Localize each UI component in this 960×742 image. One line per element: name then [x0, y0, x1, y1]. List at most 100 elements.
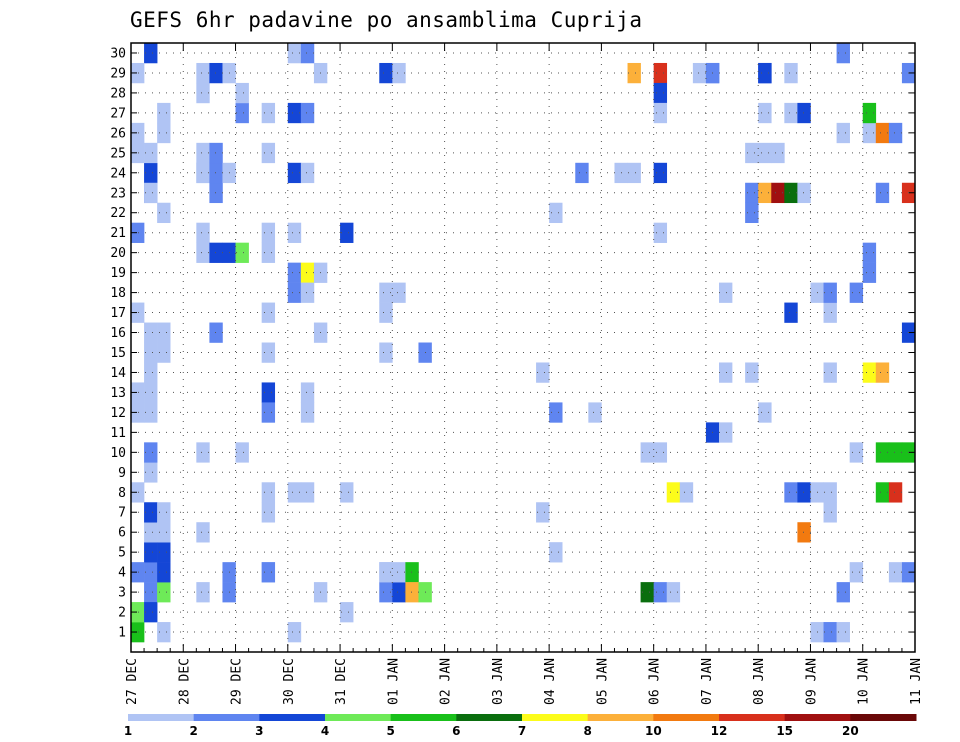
heatmap-cell [745, 142, 759, 164]
heatmap-cell [144, 142, 158, 164]
x-tick-label: 01 JAN [386, 658, 401, 705]
heatmap-cell [392, 282, 406, 303]
y-tick-labels: 1234567891011121314151617181920212223242… [110, 46, 126, 640]
heatmap-cell [692, 62, 707, 84]
y-tick-label: 10 [110, 446, 126, 461]
heatmap-cell [261, 482, 276, 503]
heatmap-cell [300, 262, 315, 283]
colorbar-segment [719, 714, 786, 721]
heatmap-cell [235, 102, 249, 124]
y-tick-label: 9 [118, 466, 126, 481]
heatmap-cell [875, 122, 890, 144]
heatmap-cell [392, 62, 406, 84]
heatmap-cell [157, 562, 171, 583]
heatmap-cell [836, 622, 850, 643]
heatmap-cell [679, 482, 694, 503]
heatmap-cell [235, 82, 249, 104]
y-tick-label: 13 [110, 386, 126, 401]
heatmap-cell [235, 442, 249, 463]
colorbar-segment [653, 714, 720, 721]
heatmap-cell [379, 562, 393, 583]
heatmap-cell [196, 62, 210, 84]
heatmap-cell [823, 282, 837, 303]
heatmap-cell [862, 102, 877, 124]
heatmap-cell [888, 482, 903, 503]
heatmap-cell [157, 582, 171, 603]
x-tick-label: 10 JAN [857, 658, 872, 705]
heatmap-cell [340, 222, 354, 243]
heatmap-cell [836, 43, 850, 64]
heatmap-cell [549, 542, 563, 563]
heatmap-cell [300, 382, 315, 403]
heatmap-cell [549, 202, 563, 224]
heatmap-cell [784, 302, 798, 323]
heatmap-cell [261, 142, 276, 164]
heatmap-cell [862, 262, 877, 283]
heatmap-cell [536, 362, 550, 383]
heatmap-cell [287, 162, 302, 184]
y-tick-label: 14 [110, 366, 126, 381]
colorbar-label: 5 [386, 724, 394, 738]
heatmap-cell [627, 162, 641, 184]
heatmap-cell [287, 222, 302, 243]
heatmap-cell [758, 402, 772, 423]
colorbar-label: 10 [645, 724, 662, 738]
heatmap-cell [666, 582, 681, 603]
colorbar-segment [784, 714, 851, 721]
heatmap-cell [157, 342, 171, 363]
x-tick-label: 11 JAN [909, 658, 924, 705]
y-tick-label: 6 [118, 526, 126, 541]
heatmap-cell [196, 442, 210, 463]
heatmap-cell [862, 362, 877, 383]
heatmap-cell [784, 482, 798, 503]
heatmap-cell [719, 282, 733, 303]
heatmap-cell [666, 482, 681, 503]
heatmap-cell [196, 222, 210, 243]
heatmap-cell [300, 162, 315, 184]
heatmap-cell [144, 582, 158, 603]
colorbar-label: 6 [452, 724, 460, 738]
y-tick-label: 23 [110, 186, 126, 201]
x-tick-labels: 27 DEC 28 DEC 29 DEC 30 DEC 31 DEC 01 JAN 02 J… [125, 658, 924, 705]
heatmap-cell [196, 162, 210, 184]
y-tick-label: 26 [110, 126, 126, 141]
heatmap-cell [784, 102, 798, 124]
heatmap-cell [823, 622, 837, 643]
y-tick-label: 1 [118, 626, 126, 641]
heatmap-cell [392, 562, 406, 583]
x-tick-label: 05 JAN [595, 658, 610, 705]
heatmap-cell [653, 162, 668, 184]
heatmap-cell [849, 282, 864, 303]
x-tick-label: 09 JAN [804, 658, 819, 705]
x-tick-label: 07 JAN [700, 658, 715, 705]
colorbar-segment [325, 714, 392, 721]
heatmap-cell [536, 502, 550, 523]
heatmap-cell [340, 602, 354, 623]
y-tick-label: 24 [110, 166, 126, 181]
y-tick-label: 3 [118, 586, 126, 601]
heatmap-cell [797, 102, 811, 124]
colorbar-segment [587, 714, 654, 721]
heatmap-cell [261, 102, 276, 124]
heatmap-cell [196, 242, 210, 263]
heatmap-cell [131, 302, 145, 323]
heatmap-cell [640, 582, 654, 603]
heatmap-cell [287, 262, 302, 283]
heatmap-cell [797, 482, 811, 503]
chart-title: GEFS 6hr padavine po ansamblima Cuprija [130, 8, 643, 32]
heatmap-cell [261, 302, 276, 323]
heatmap-cell [157, 322, 171, 343]
heatmap-cell [261, 562, 276, 583]
colorbar-label: 15 [776, 724, 793, 738]
heatmap-cell [836, 122, 850, 144]
colorbar-label: 8 [583, 724, 591, 738]
heatmap-cell [144, 342, 158, 363]
heatmap-cell [379, 582, 393, 603]
colorbar-segment [128, 714, 195, 721]
heatmap-cell [653, 442, 668, 463]
heatmap-cell [235, 242, 249, 263]
heatmap-cell [157, 122, 171, 144]
y-tick-label: 5 [118, 546, 126, 561]
heatmap-cell [209, 162, 223, 184]
